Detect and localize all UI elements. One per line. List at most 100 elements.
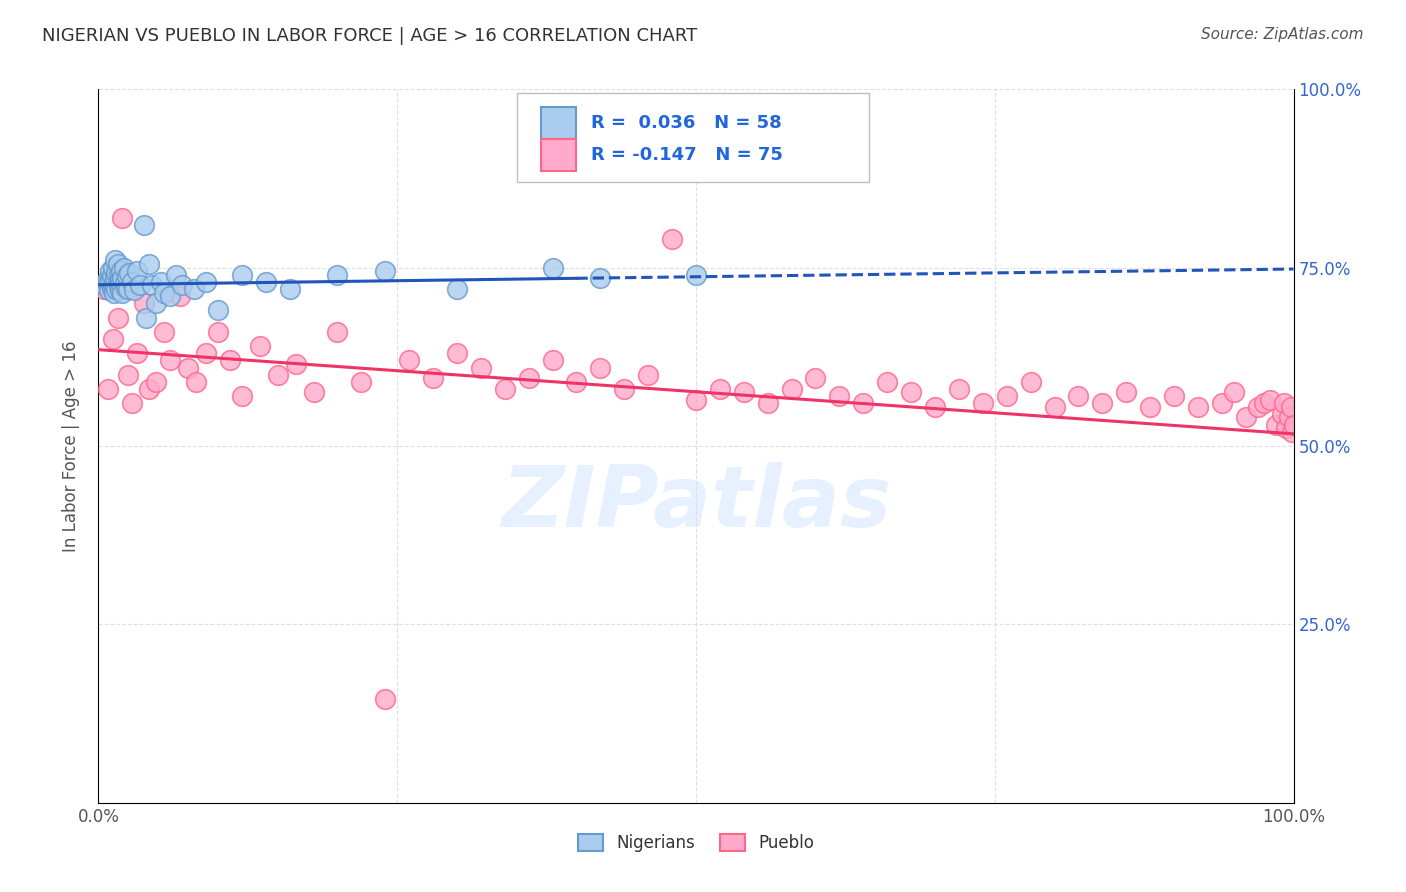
Point (1275, 421, 1298, 435)
Point (98, 275, 122, 289)
Point (374, 264, 396, 278)
Point (541, 353, 564, 368)
Point (93, 282, 115, 296)
FancyBboxPatch shape (517, 93, 869, 182)
Text: R =  0.036   N = 58: R = 0.036 N = 58 (591, 114, 782, 132)
Point (112, 260, 135, 275)
Point (254, 275, 277, 289)
Point (107, 310, 129, 325)
Point (97, 277, 120, 291)
Point (876, 375, 898, 389)
Point (804, 371, 827, 385)
Point (96, 273, 118, 287)
Point (733, 385, 755, 400)
Point (145, 296, 167, 310)
Point (117, 282, 139, 296)
Point (1223, 385, 1246, 400)
Point (1247, 400, 1270, 414)
Point (709, 382, 731, 396)
Point (149, 275, 172, 289)
Point (685, 268, 707, 282)
Point (169, 289, 191, 303)
Bar (541, 139, 576, 171)
Bar (541, 107, 576, 139)
Point (110, 264, 132, 278)
Point (104, 271, 127, 285)
Point (145, 375, 167, 389)
Point (165, 268, 187, 282)
Point (589, 360, 612, 375)
Point (780, 382, 803, 396)
Point (138, 257, 160, 271)
Point (1258, 392, 1281, 407)
Point (108, 284, 131, 298)
Point (219, 353, 242, 368)
Point (1272, 396, 1295, 410)
Point (132, 218, 155, 232)
Point (153, 325, 176, 339)
Point (125, 346, 148, 360)
Y-axis label: In Labor Force | Age > 16: In Labor Force | Age > 16 (62, 340, 80, 552)
Point (1019, 375, 1042, 389)
Point (249, 339, 271, 353)
Point (177, 360, 200, 375)
Point (326, 325, 349, 339)
Point (121, 396, 143, 410)
Point (1253, 396, 1275, 410)
Point (995, 389, 1018, 403)
Point (1139, 400, 1161, 414)
Point (589, 271, 612, 285)
Point (101, 260, 124, 275)
Point (124, 284, 146, 298)
Point (118, 266, 141, 280)
Point (105, 282, 128, 296)
Point (207, 325, 229, 339)
Point (100, 269, 122, 284)
Point (107, 275, 129, 289)
Point (284, 357, 307, 371)
Point (159, 289, 181, 303)
Point (107, 257, 129, 271)
Point (1187, 400, 1209, 414)
Point (565, 375, 588, 389)
Point (1271, 407, 1294, 421)
Point (398, 353, 420, 368)
Point (129, 278, 152, 293)
Point (972, 396, 994, 410)
Point (1264, 417, 1286, 432)
Point (101, 278, 124, 293)
Point (661, 232, 683, 246)
Point (111, 271, 134, 285)
Text: Source: ZipAtlas.com: Source: ZipAtlas.com (1201, 27, 1364, 42)
Point (1278, 410, 1301, 425)
Point (132, 296, 155, 310)
Point (98, 284, 121, 298)
Point (104, 253, 127, 268)
Point (110, 277, 132, 291)
Point (195, 346, 218, 360)
Point (98, 264, 122, 278)
Point (159, 353, 181, 368)
Text: R = -0.147   N = 75: R = -0.147 N = 75 (591, 146, 783, 164)
Point (1067, 389, 1090, 403)
Point (756, 396, 779, 410)
Point (100, 280, 122, 294)
Point (97, 382, 120, 396)
Point (1043, 400, 1066, 414)
Point (278, 282, 301, 296)
Point (125, 264, 148, 278)
Point (114, 277, 136, 291)
Point (948, 382, 970, 396)
Point (141, 278, 163, 293)
Point (103, 277, 125, 291)
Point (1163, 389, 1185, 403)
Point (350, 375, 373, 389)
Point (111, 211, 134, 225)
Point (517, 371, 540, 385)
Point (1281, 425, 1303, 439)
Text: NIGERIAN VS PUEBLO IN LABOR FORCE | AGE > 16 CORRELATION CHART: NIGERIAN VS PUEBLO IN LABOR FORCE | AGE … (42, 27, 697, 45)
Point (924, 400, 946, 414)
Point (183, 282, 205, 296)
Point (1115, 385, 1137, 400)
Point (1279, 400, 1302, 414)
